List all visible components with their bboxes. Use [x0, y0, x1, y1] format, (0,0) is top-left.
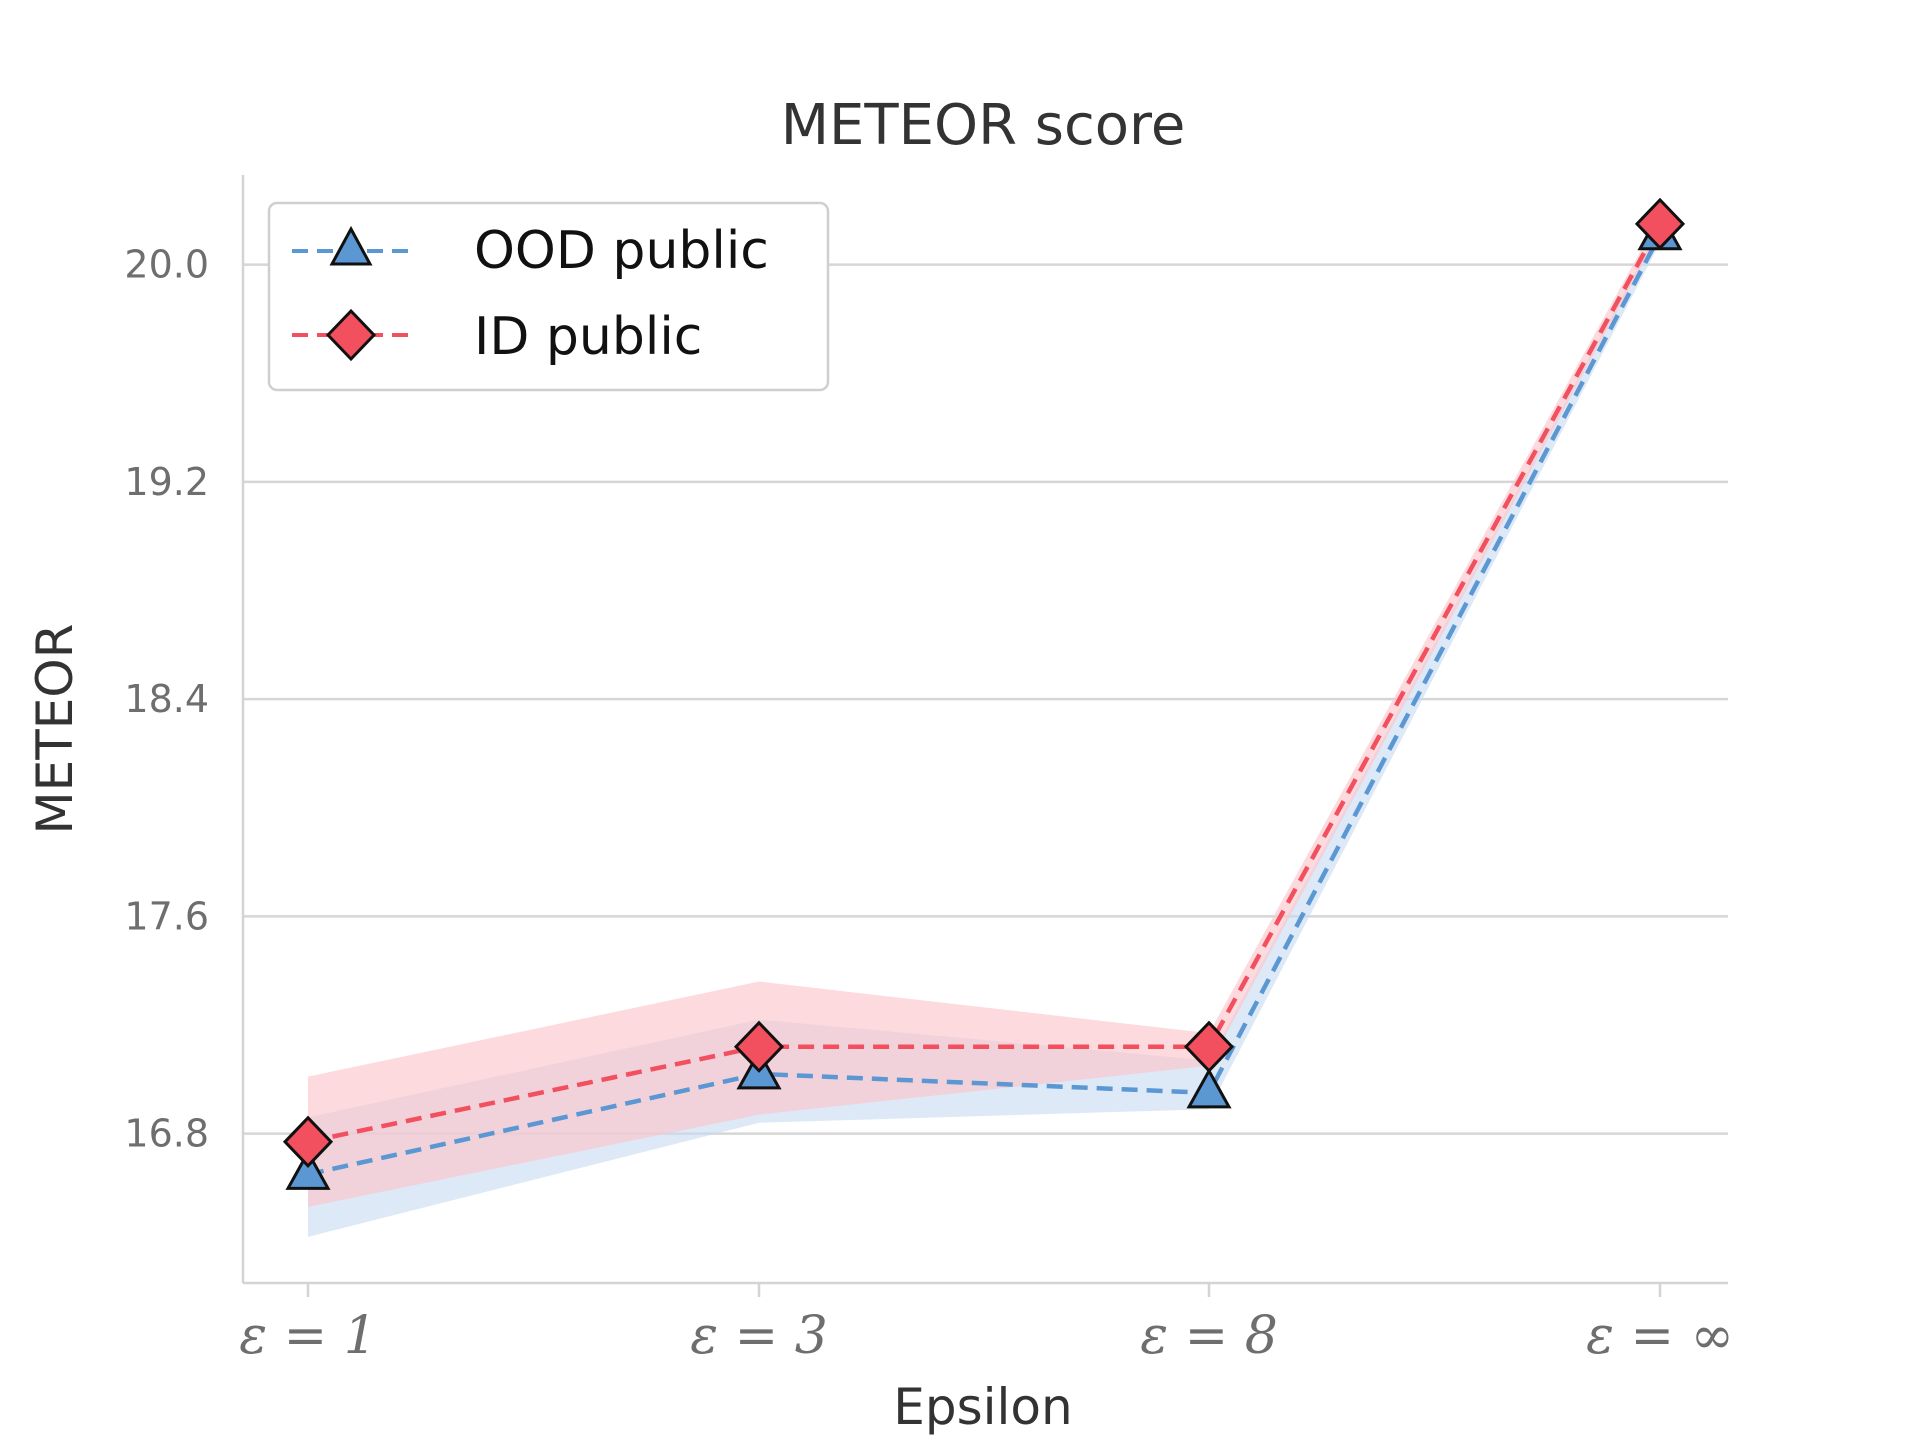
chart-title: METEOR score [781, 93, 1186, 158]
y-tick-label: 20.0 [124, 243, 209, 287]
y-tick-label: 18.4 [124, 677, 209, 721]
y-tick-labels: 16.8 17.6 18.4 19.2 20.0 [124, 243, 209, 1156]
point-id [282, 1115, 334, 1168]
legend-box [267, 201, 830, 392]
confidence-bands [308, 215, 1660, 1237]
point-ood [285, 1149, 331, 1190]
line-ood [307, 233, 1662, 1177]
legend-label-ood: OOD public [474, 221, 769, 281]
legend-diamond-icon [325, 308, 377, 362]
point-ood [1186, 1067, 1232, 1109]
series-markers [282, 197, 1686, 1190]
x-tick-labels: ε = 1 ε = 3 ε = 8 ε = ∞ [239, 1283, 1734, 1366]
y-axis-label: METEOR [26, 624, 84, 835]
grid-lines [243, 263, 1728, 1135]
y-tick-label: 19.2 [124, 460, 209, 504]
x-tick-label: ε = 8 [1140, 1306, 1278, 1366]
band-id [308, 215, 1660, 1207]
point-id [1183, 1020, 1235, 1073]
x-tick-label: ε = 1 [239, 1306, 377, 1366]
point-id [1634, 197, 1686, 251]
y-tick-label: 17.6 [124, 894, 209, 938]
line-id [307, 222, 1662, 1144]
point-id [733, 1020, 785, 1073]
x-tick-label: ε = ∞ [1586, 1306, 1734, 1366]
legend-label-id: ID public [474, 307, 702, 367]
legend-triangle-icon [329, 225, 373, 266]
x-tick-label: ε = 3 [690, 1306, 828, 1366]
series-lines [307, 222, 1662, 1177]
legend: OOD public ID public [267, 201, 830, 392]
y-tick-label: 16.8 [124, 1112, 209, 1156]
x-axis-label: Epsilon [893, 1378, 1072, 1436]
